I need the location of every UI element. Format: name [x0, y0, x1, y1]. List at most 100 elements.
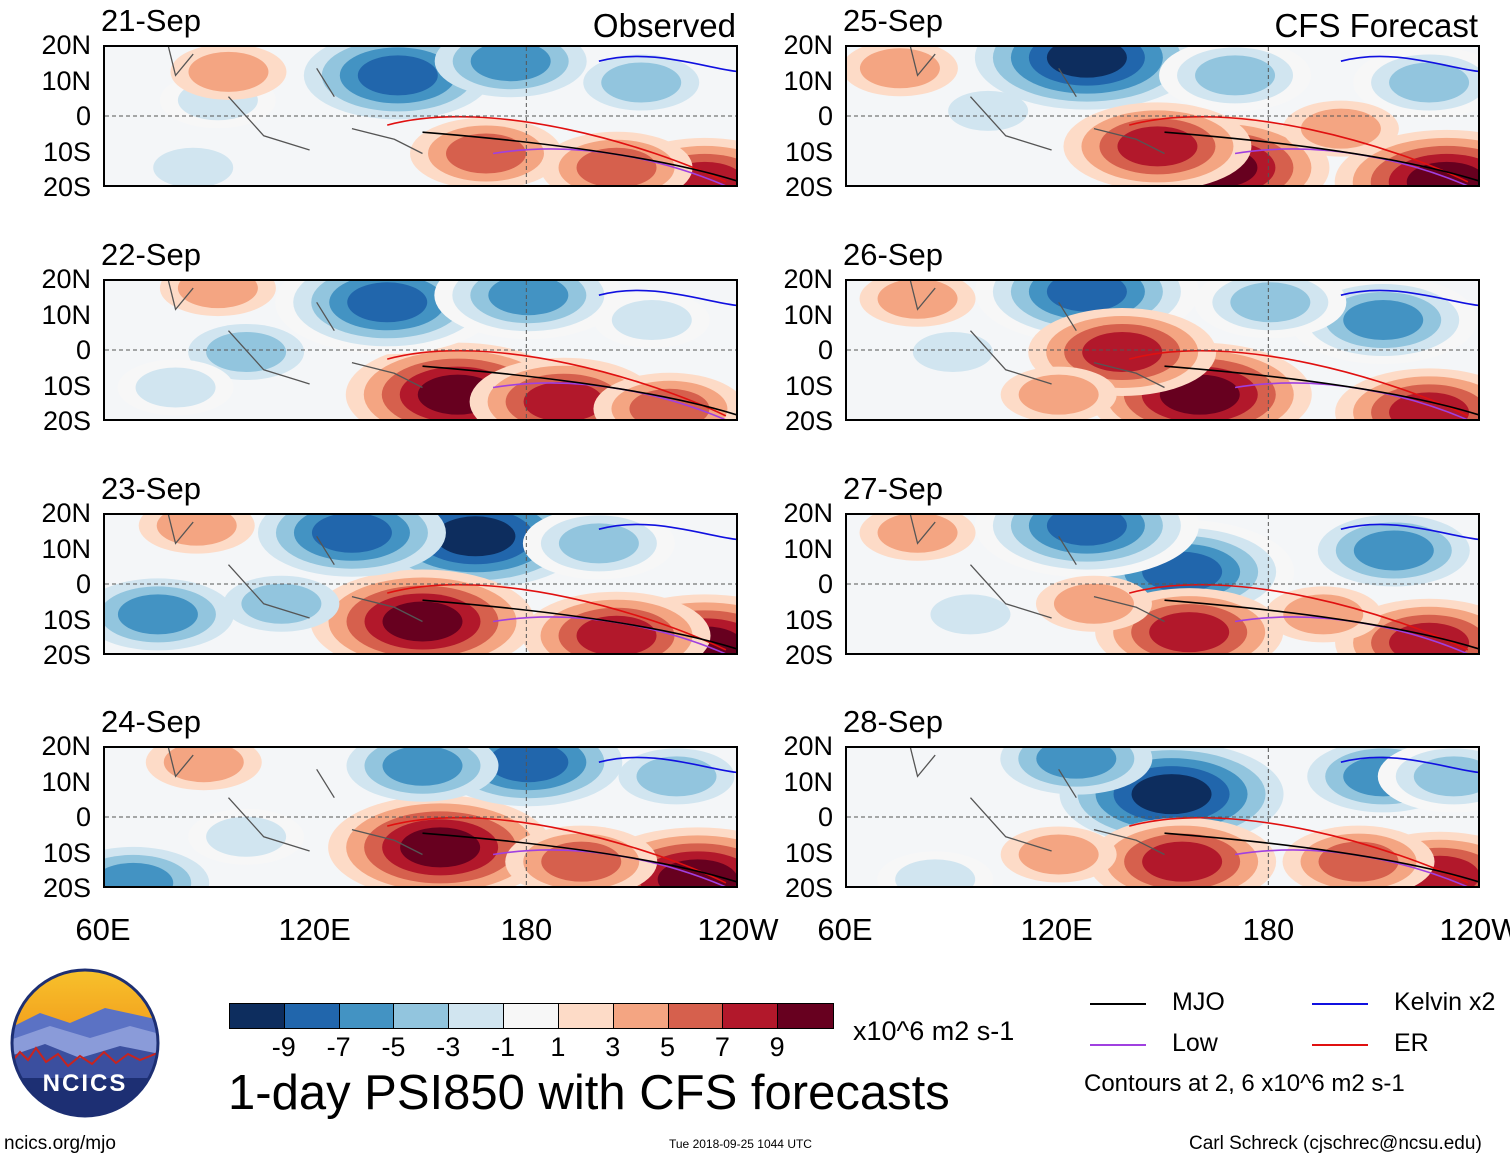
wave-contour-line [422, 131, 736, 182]
colorbar-tick-label: -5 [381, 1032, 406, 1062]
x-tick-label: 120E [1020, 912, 1093, 947]
wave-contour-line [387, 115, 727, 183]
psi-contour-fill [636, 756, 717, 797]
panel-svg [847, 748, 1478, 886]
psi-contour-fill [163, 748, 244, 783]
psi-contour-fill [188, 51, 269, 92]
psi-contour-fill [488, 748, 569, 783]
forecast-label: CFS Forecast [1274, 7, 1478, 44]
y-tick-label: 10S [42, 837, 91, 868]
psi-contour-fill [1117, 126, 1198, 167]
y-tick-label: 10S [784, 370, 833, 401]
colorbar-swatch [449, 1004, 505, 1028]
panel-date: 27-Sep [843, 471, 943, 506]
colorbar-units: x10^6 m2 s-1 [853, 1016, 1015, 1046]
wave-contour-line [1129, 583, 1469, 651]
coastline [167, 748, 423, 856]
psi-contour-fill [930, 594, 1011, 635]
psi-contour-fill [347, 282, 428, 323]
colorbar-swatch [230, 1004, 285, 1028]
psi-contour-fill [1036, 748, 1117, 779]
psi-contour-fill [1082, 332, 1163, 372]
panel-date: 24-Sep [101, 704, 201, 739]
y-tick-label: 10N [41, 766, 91, 797]
x-tick-label: 60E [817, 912, 873, 947]
psi-contour-fill [859, 48, 940, 89]
psi-contour-fill [601, 62, 682, 103]
psi-contour-fill [446, 133, 526, 174]
wave-contour-line [1340, 756, 1478, 774]
legend-line-er [1312, 1044, 1368, 1046]
wave-contour-line [1129, 816, 1469, 884]
psi-contour-fill [206, 816, 287, 857]
panel-date: 21-Sep [101, 3, 201, 38]
y-tick-label: 20N [41, 264, 91, 294]
psi-contour-fill [1406, 161, 1478, 185]
colorbar-swatch [778, 1004, 833, 1028]
coastline [909, 515, 1165, 623]
footer-url[interactable]: ncics.org/mjo [4, 1133, 116, 1154]
y-tick-label: 20N [41, 498, 91, 528]
contour-note: Contours at 2, 6 x10^6 m2 s-1 [1084, 1070, 1405, 1097]
psi-contour-fill [558, 523, 639, 564]
y-tick-label: 20N [783, 264, 833, 294]
colorbar-tick-label: 3 [605, 1032, 621, 1062]
y-tick-label: 10N [783, 65, 833, 96]
panel-svg [847, 281, 1478, 419]
psi-map-panel [845, 279, 1480, 421]
psi-contour-fill [948, 90, 1029, 131]
psi-contour-fill [1142, 841, 1223, 882]
y-tick-label: 10N [41, 65, 91, 96]
colorbar-swatch [284, 1004, 340, 1028]
psi-contour-fill [1353, 530, 1434, 571]
psi-contour-fill [1343, 300, 1424, 341]
y-tick-label: 0 [817, 802, 833, 832]
psi-contour-fill [1195, 55, 1276, 96]
coastline [909, 281, 1165, 389]
psi-contour-fill [1389, 62, 1470, 103]
psi-contour-fill [488, 281, 569, 316]
footer-timestamp: Tue 2018-09-25 1044 UTC [669, 1137, 812, 1151]
psi-contour-fill [156, 515, 237, 546]
y-tick-label: 10N [41, 533, 91, 564]
y-tick-label: 0 [75, 101, 91, 131]
wave-contour-line [387, 816, 727, 884]
psi-contour-fill [1046, 47, 1127, 78]
logo-text: NCICS [42, 1070, 128, 1097]
psi-contour-fill [877, 281, 958, 319]
colorbar-swatch [668, 1004, 724, 1028]
colorbar-tick-label: 5 [660, 1032, 676, 1062]
panel-svg [105, 515, 736, 653]
psi-contour-fill [541, 841, 622, 882]
y-tick-label: 20S [42, 172, 91, 202]
y-tick-label: 0 [817, 335, 833, 365]
psi-contour-fill [241, 583, 322, 624]
wave-contour-line [598, 756, 736, 774]
colorbar-swatch [394, 1004, 450, 1028]
panel-svg [847, 515, 1478, 653]
wave-contour-line [1164, 131, 1478, 182]
y-tick-label: 10S [784, 837, 833, 868]
panel-date: 28-Sep [843, 704, 943, 739]
x-tick-label: 120W [697, 912, 779, 947]
wave-contour-line [598, 523, 736, 541]
psi-contour-fill [1131, 774, 1212, 815]
wave-contour-line [387, 583, 727, 651]
wave-contour-line [1164, 832, 1478, 883]
psi-contour-fill [206, 332, 287, 372]
psi-contour-fill [1318, 841, 1399, 882]
psi-map-panel [103, 279, 738, 421]
psi-contour-fill [895, 859, 976, 886]
y-tick-label: 20N [41, 731, 91, 761]
legend-label: ER [1394, 1029, 1429, 1057]
panel-date: 23-Sep [101, 471, 201, 506]
colorbar-tick-label: 9 [769, 1032, 785, 1062]
psi-map-panel [845, 513, 1480, 655]
x-tick-label: 180 [500, 912, 553, 947]
wave-contour-line [422, 365, 736, 416]
psi-contour-fill [1018, 834, 1099, 875]
colorbar-tick-label: -7 [326, 1032, 351, 1062]
psi-contour-fill [382, 748, 463, 786]
y-tick-label: 0 [75, 335, 91, 365]
y-tick-label: 20S [784, 873, 833, 903]
